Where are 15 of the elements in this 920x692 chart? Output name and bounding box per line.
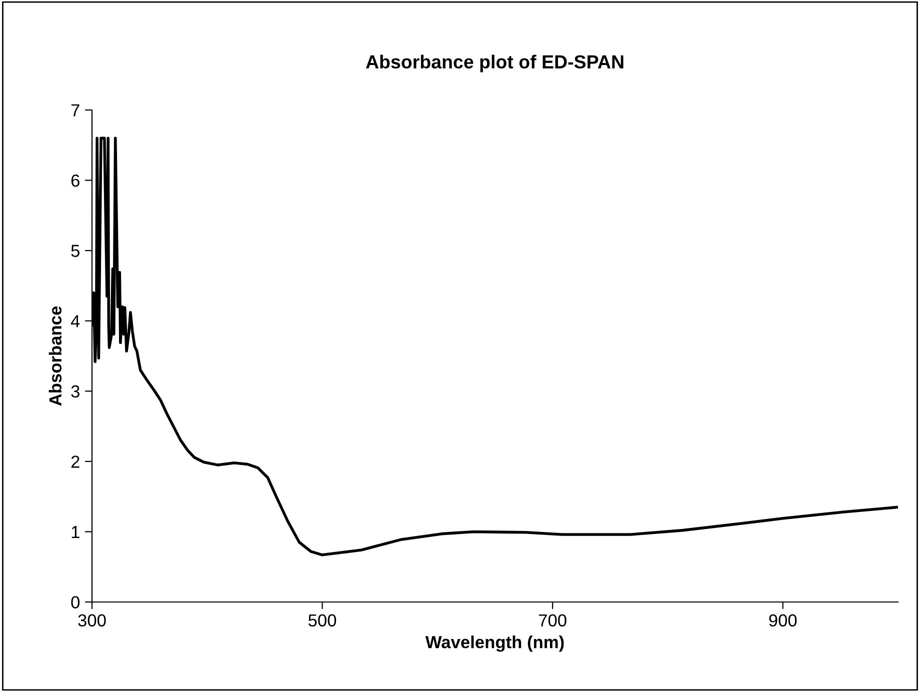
y-tick-label: 2 — [71, 456, 80, 468]
x-tick-label: 300 — [78, 614, 106, 627]
y-tick-label: 4 — [70, 315, 80, 328]
x-axis-title: Wavelength (nm) — [425, 636, 564, 652]
y-tick-label: 1 — [72, 526, 80, 538]
x-tick-label: 700 — [538, 614, 566, 627]
x-tick-label: 900 — [769, 614, 797, 627]
chart-title: Absorbance plot of ED-SPAN — [366, 54, 624, 72]
y-tick-label: 6 — [71, 174, 80, 187]
y-axis-title: Absorbance — [48, 306, 62, 406]
y-tick-label: 7 — [71, 104, 80, 116]
y-tick-label: 3 — [71, 385, 80, 398]
x-tick-label: 500 — [308, 614, 336, 627]
y-tick-label: 0 — [71, 596, 80, 608]
y-tick-label: 5 — [71, 244, 80, 258]
